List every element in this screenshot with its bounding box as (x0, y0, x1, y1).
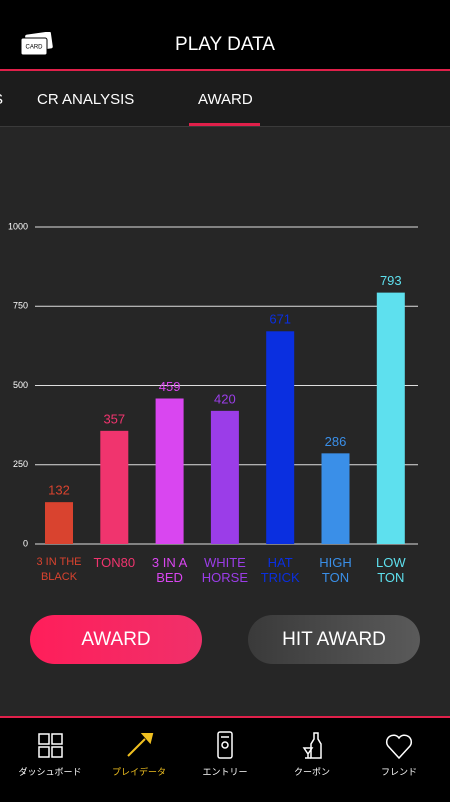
value-label: 132 (48, 483, 70, 498)
header: CARD PLAY DATA (0, 0, 450, 71)
nav-label[interactable]: フレンド (380, 767, 417, 777)
y-tick-label: 500 (13, 380, 28, 390)
x-tick-label: 3 IN THE BLACK (36, 556, 82, 583)
tab-bar: S CR ANALYSIS AWARD (0, 71, 450, 127)
x-tick-label: HIGH TON (319, 555, 352, 585)
value-label: 420 (214, 391, 236, 406)
dart-icon[interactable] (127, 733, 154, 757)
coupon-icon[interactable] (302, 732, 322, 759)
page-title: PLAY DATA (175, 34, 275, 55)
nav-label[interactable]: プレイデータ (111, 767, 166, 777)
value-label: 793 (380, 273, 402, 288)
hit-award-button[interactable]: HIT AWARD (248, 615, 420, 664)
bar (210, 410, 239, 544)
x-tick-label: LOW TON (375, 555, 406, 585)
nav-label[interactable]: クーポン (293, 767, 330, 777)
value-label: 286 (325, 434, 347, 449)
nav-icons (38, 731, 413, 760)
card-icon[interactable]: CARD (20, 32, 54, 58)
dashboard-icon[interactable] (38, 733, 63, 758)
tab[interactable]: CR ANALYSIS (37, 91, 135, 108)
entry-icon[interactable] (217, 731, 233, 759)
value-label: 459 (159, 379, 181, 394)
bar (321, 453, 350, 544)
friend-icon[interactable] (385, 734, 413, 760)
y-tick-label: 250 (13, 459, 28, 469)
bar (100, 430, 129, 544)
bottom-nav: ダッシュボード プレイデータ エントリー クーポン フレンド (0, 716, 450, 802)
value-label: 671 (269, 312, 291, 327)
tab-indicator (189, 123, 260, 126)
y-tick-label: 0 (23, 538, 28, 548)
x-tick-label: 3 IN A BED (151, 555, 188, 585)
nav-label[interactable]: エントリー (202, 767, 248, 777)
tab[interactable]: AWARD (198, 91, 253, 108)
bar (155, 398, 184, 544)
award-button[interactable]: AWARD (30, 615, 202, 664)
bar (266, 331, 295, 544)
y-tick-label: 750 (13, 301, 28, 311)
x-tick-label: TON80 (93, 555, 136, 570)
nav-label[interactable]: ダッシュボード (18, 767, 82, 777)
y-tick-label: 1000 (8, 221, 28, 231)
bar (376, 292, 405, 544)
card-icon-label: CARD (25, 45, 43, 51)
x-tick-label: HAT TRICK (260, 555, 300, 585)
x-tick-label: WHITE HORSE (201, 555, 248, 585)
value-label: 357 (103, 411, 125, 426)
bar (45, 502, 73, 544)
tab[interactable]: S (0, 91, 3, 108)
